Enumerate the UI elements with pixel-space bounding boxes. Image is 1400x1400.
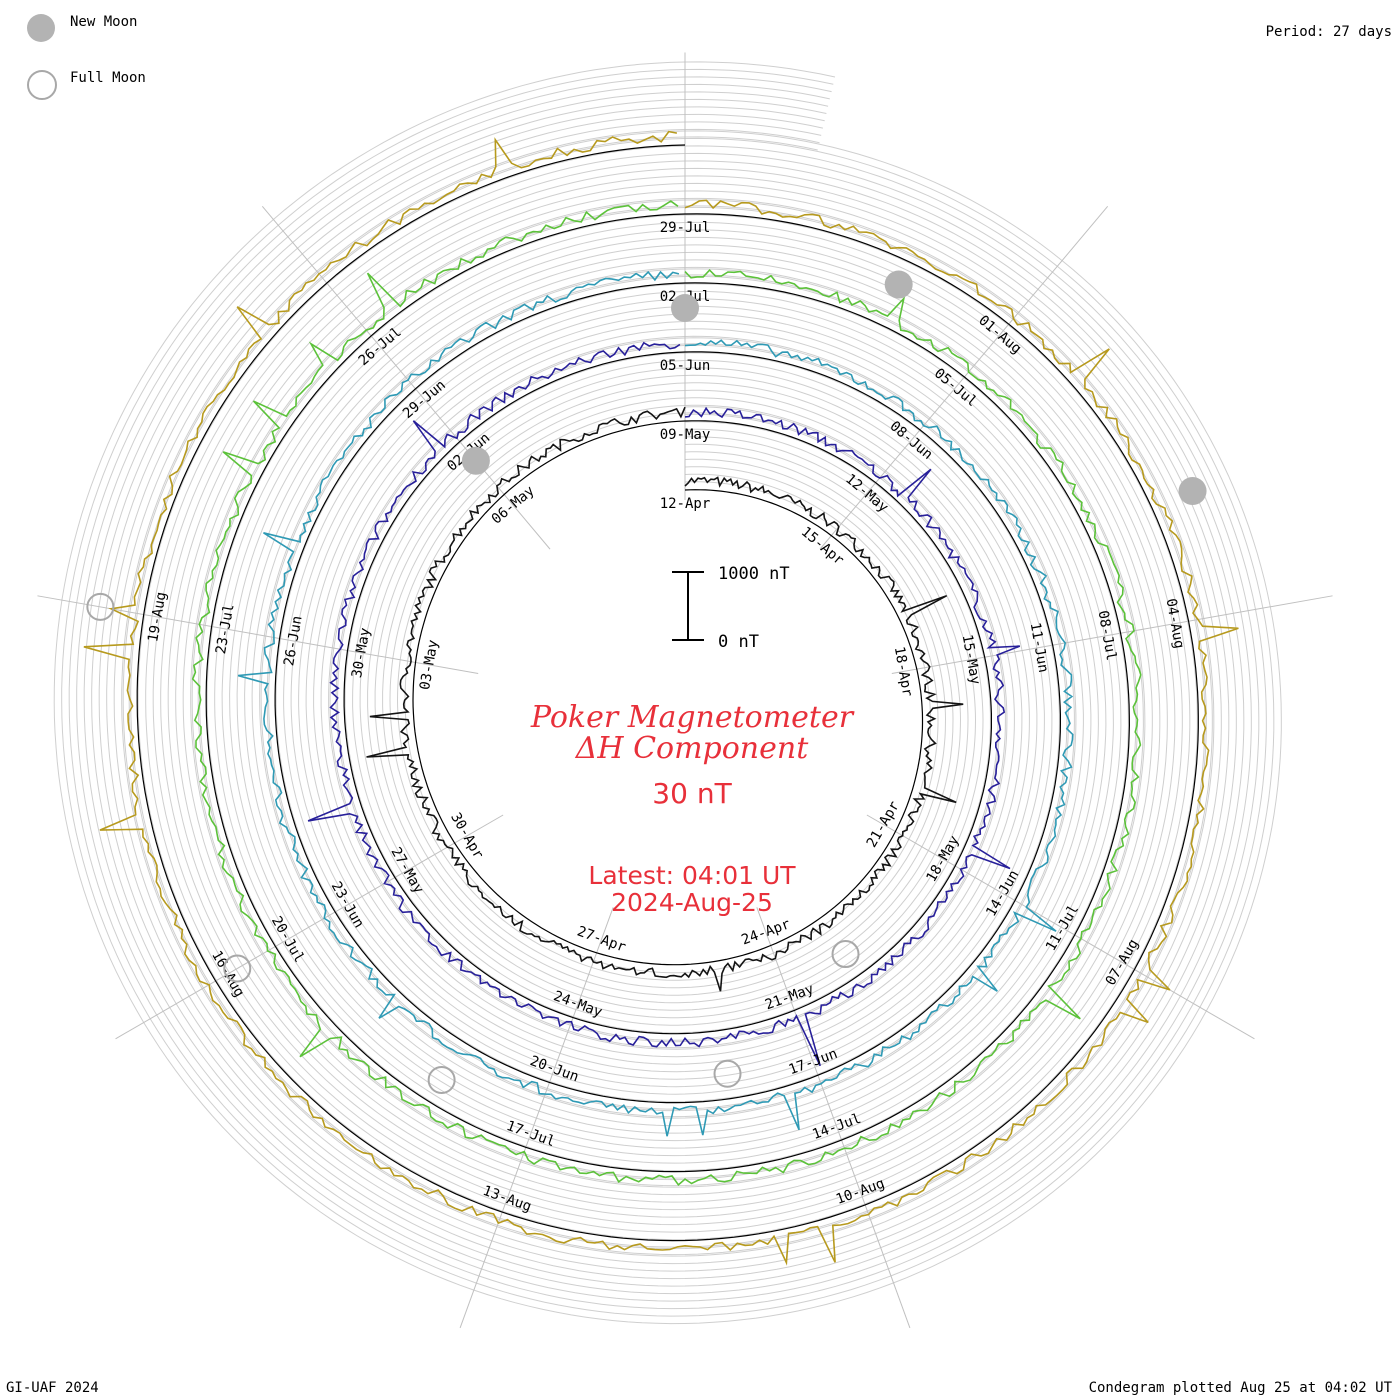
date-label: 29-Jun (400, 377, 449, 422)
date-label: 21-Apr (864, 799, 903, 851)
date-label: 24-Apr (739, 916, 792, 948)
date-label: 27-Apr (575, 923, 628, 955)
chart-scale: 30 nT (652, 777, 732, 810)
full-moon-marker (831, 940, 860, 969)
date-label: 01-Aug (975, 312, 1024, 357)
radial-grid (37, 52, 1333, 1329)
chart-title: Poker Magnetometer (530, 700, 855, 735)
grid-spoke (866, 814, 1255, 1040)
period-label: Period: 27 days (1265, 24, 1392, 40)
grid-spiral (83, 91, 1252, 1295)
grid-spiral (91, 98, 1245, 1287)
grid-spiral (76, 83, 1260, 1302)
grid-spiral (121, 128, 1215, 1257)
date-label: 04-Aug (1162, 597, 1187, 650)
full-moon-legend-label: Full Moon (70, 70, 146, 86)
new-moon-marker (461, 446, 490, 475)
title-block: Poker Magnetometer ΔH Component 30 nT La… (530, 700, 855, 917)
date-label: 06-May (489, 483, 538, 528)
scale-bar-top-label: 1000 nT (718, 564, 790, 584)
series-trace-3 (237, 270, 1074, 1137)
new-moon-marker (671, 294, 699, 322)
scale-bar: 1000 nT 0 nT (672, 564, 790, 652)
date-label: 15-Apr (798, 524, 847, 569)
grid-spoke (756, 907, 911, 1329)
date-label: 09-May (660, 427, 711, 443)
grid-spiral (98, 106, 1237, 1280)
date-label: 17-Jul (504, 1118, 557, 1150)
date-label: 19-Aug (145, 591, 170, 644)
data-traces (83, 130, 1239, 1266)
date-label: 18-Apr (891, 645, 916, 698)
latest-date: 2024-Aug-25 (611, 888, 773, 917)
grid-spoke (459, 907, 614, 1329)
date-label: 26-Jun (281, 615, 306, 668)
grid-spiral (61, 68, 1275, 1317)
grid-spoke (819, 205, 1109, 550)
date-label: 24-May (551, 988, 604, 1020)
date-label: 03-May (417, 639, 442, 692)
full-moon-marker (86, 592, 115, 621)
series-trace-1 (366, 406, 964, 992)
new-moon-icon (27, 14, 55, 42)
grid-spoke (261, 205, 551, 550)
series-trace-4 (191, 200, 1142, 1186)
new-moon-legend-label: New Moon (70, 14, 138, 30)
date-label: 08-Jun (887, 418, 936, 463)
date-label: 12-Apr (660, 496, 711, 512)
grid-spoke (115, 814, 504, 1040)
date-label: 05-Jul (931, 365, 980, 410)
series-trace-5 (83, 130, 1239, 1266)
new-moon-marker (1178, 477, 1207, 506)
full-moon-marker (713, 1059, 742, 1088)
date-label: 23-Jul (213, 603, 238, 656)
new-moon-marker (884, 270, 913, 299)
grid-spiral (113, 121, 1222, 1265)
full-moon-icon (27, 70, 57, 100)
scale-bar-bottom-label: 0 nT (718, 632, 759, 652)
full-moon-marker (223, 954, 252, 983)
latest-time: Latest: 04:01 UT (588, 861, 796, 890)
full-moon-marker (427, 1066, 456, 1095)
date-label: 20-Jun (528, 1053, 581, 1085)
date-label: 30-May (349, 627, 374, 680)
credit-label: GI-UAF 2024 (6, 1380, 99, 1396)
date-label: 05-Jun (660, 358, 711, 374)
grid-spiral (106, 113, 1230, 1272)
chart-subtitle: ΔH Component (575, 731, 809, 766)
moon-markers (86, 270, 1207, 1095)
date-label: 08-Jul (1095, 609, 1120, 662)
series-trace-2 (307, 341, 1021, 1067)
grid-spoke (891, 595, 1333, 675)
date-label: 26-Jul (356, 324, 405, 369)
grid-spiral (53, 61, 1282, 1325)
baseline-spiral (136, 144, 1199, 1242)
date-label: 13-Aug (481, 1183, 534, 1215)
grid-spiral (68, 76, 1267, 1310)
date-label: 29-Jul (660, 220, 711, 236)
plotted-timestamp: Condegram plotted Aug 25 at 04:02 UT (1088, 1380, 1392, 1396)
